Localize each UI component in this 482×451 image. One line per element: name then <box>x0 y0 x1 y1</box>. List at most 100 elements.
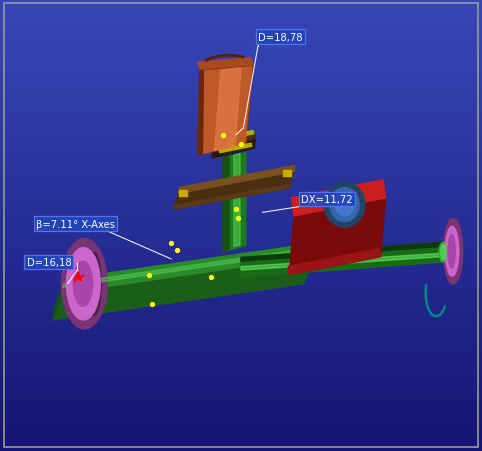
Polygon shape <box>63 244 316 293</box>
Bar <box>0 54 482 59</box>
Bar <box>0 122 482 126</box>
Bar <box>0 176 482 180</box>
Polygon shape <box>198 65 253 156</box>
Bar <box>179 191 187 196</box>
Ellipse shape <box>445 227 459 276</box>
Bar <box>0 9 482 14</box>
Polygon shape <box>223 153 246 253</box>
Bar <box>0 406 482 410</box>
Bar <box>0 271 482 275</box>
Polygon shape <box>241 243 443 277</box>
Polygon shape <box>234 154 240 247</box>
Bar <box>0 194 482 198</box>
Bar <box>0 311 482 316</box>
Bar <box>0 379 482 383</box>
Bar <box>0 86 482 90</box>
Ellipse shape <box>335 194 354 216</box>
Bar <box>0 50 482 54</box>
Bar <box>0 280 482 284</box>
Bar <box>0 198 482 203</box>
Bar <box>0 45 482 50</box>
Bar <box>0 185 482 189</box>
Ellipse shape <box>439 243 448 262</box>
Bar <box>0 99 482 104</box>
Ellipse shape <box>441 245 446 260</box>
Bar <box>0 207 482 212</box>
Polygon shape <box>241 243 443 262</box>
Polygon shape <box>292 180 386 216</box>
Polygon shape <box>288 249 381 275</box>
Bar <box>0 302 482 307</box>
Bar <box>0 221 482 226</box>
Bar <box>0 275 482 280</box>
Bar <box>0 203 482 207</box>
Bar <box>0 347 482 352</box>
Bar <box>0 140 482 144</box>
Bar <box>0 104 482 108</box>
Bar <box>0 212 482 216</box>
Bar <box>0 0 482 5</box>
Bar <box>0 239 482 244</box>
Bar <box>0 307 482 311</box>
Bar <box>0 361 482 365</box>
Bar <box>0 343 482 347</box>
Bar <box>0 437 482 442</box>
Bar <box>0 262 482 266</box>
Polygon shape <box>198 59 253 70</box>
Bar <box>0 5 482 9</box>
Bar <box>0 289 482 293</box>
Polygon shape <box>202 68 252 154</box>
Bar <box>0 370 482 374</box>
Bar <box>0 415 482 419</box>
Bar <box>0 329 482 334</box>
Ellipse shape <box>443 219 463 285</box>
Ellipse shape <box>448 235 455 268</box>
Bar <box>0 153 482 158</box>
Bar <box>0 410 482 415</box>
Bar <box>0 433 482 437</box>
Polygon shape <box>174 172 294 210</box>
Bar <box>0 428 482 433</box>
Bar <box>0 158 482 162</box>
Polygon shape <box>214 69 241 151</box>
Ellipse shape <box>324 183 365 228</box>
Bar <box>0 77 482 81</box>
Bar <box>0 298 482 302</box>
Bar <box>0 388 482 392</box>
Bar <box>0 446 482 451</box>
Bar <box>0 334 482 338</box>
Bar <box>0 248 482 253</box>
Bar <box>0 14 482 18</box>
Bar <box>0 392 482 397</box>
Ellipse shape <box>61 239 107 329</box>
Bar <box>0 284 482 289</box>
Bar <box>0 180 482 185</box>
Polygon shape <box>63 248 314 288</box>
Bar <box>0 216 482 221</box>
Bar <box>0 41 482 45</box>
Bar <box>0 316 482 320</box>
Bar <box>0 230 482 235</box>
Bar <box>0 293 482 298</box>
Bar <box>0 338 482 343</box>
Bar <box>0 113 482 117</box>
Bar <box>0 419 482 424</box>
Bar <box>283 171 291 176</box>
Bar <box>0 383 482 388</box>
Bar <box>0 36 482 41</box>
Bar <box>0 135 482 140</box>
Polygon shape <box>174 185 289 210</box>
Bar <box>0 320 482 325</box>
Bar <box>0 162 482 167</box>
Bar <box>0 189 482 194</box>
Bar <box>0 81 482 86</box>
Bar <box>0 374 482 379</box>
Text: DX=11,72: DX=11,72 <box>301 194 353 204</box>
Polygon shape <box>53 280 65 320</box>
Bar <box>0 167 482 171</box>
Bar <box>0 131 482 135</box>
Polygon shape <box>178 166 295 194</box>
Ellipse shape <box>67 248 100 320</box>
Bar <box>0 442 482 446</box>
Bar <box>0 18 482 23</box>
